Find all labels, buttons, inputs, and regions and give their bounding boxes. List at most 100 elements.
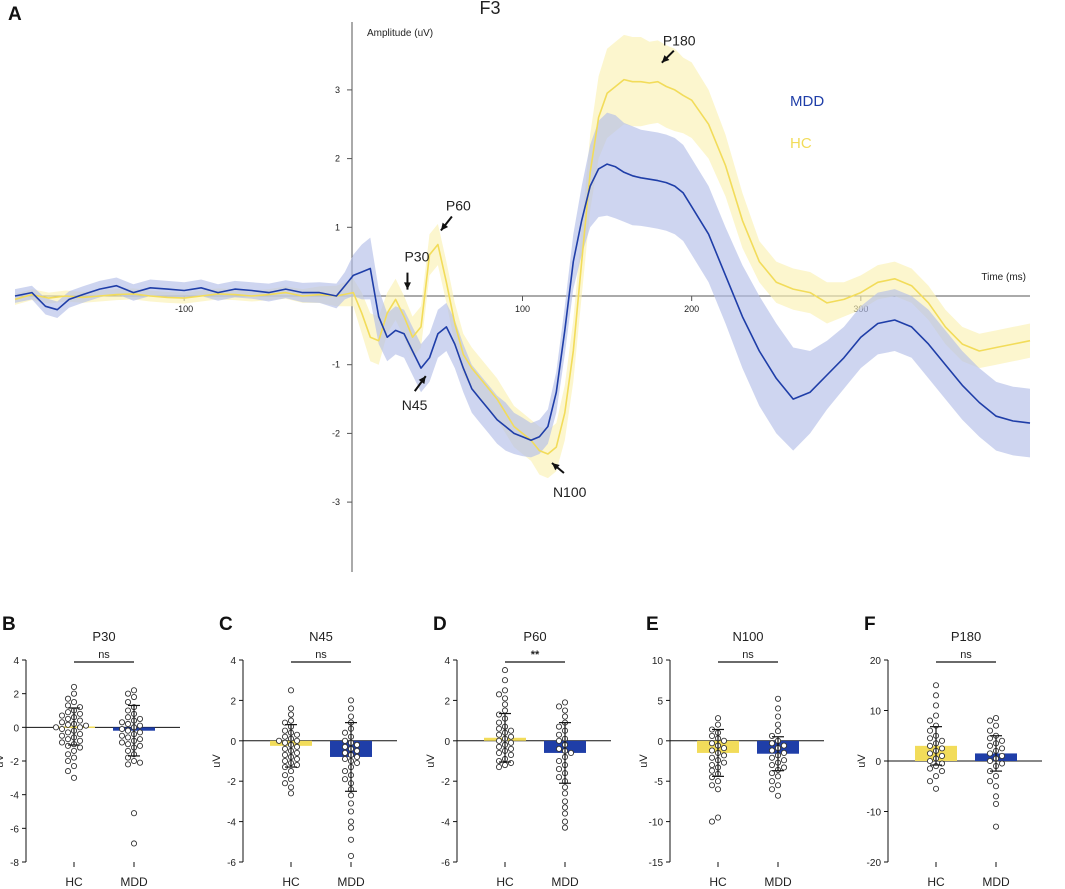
data-point-mdd (353, 747, 361, 754)
significance-label: ns (742, 649, 754, 661)
data-point-mdd (567, 749, 575, 756)
data-point-hc (495, 691, 503, 698)
data-point-hc (926, 727, 934, 734)
data-point-mdd (341, 755, 349, 763)
x-tick-label: 200 (684, 304, 699, 314)
data-point-mdd (561, 810, 569, 817)
annotation-arrowhead-p180 (661, 55, 670, 63)
data-point-mdd (561, 818, 569, 825)
data-point-hc (64, 702, 72, 709)
panel-letter-c: C (219, 614, 233, 635)
y-tick-label: -2 (441, 777, 450, 788)
data-point-hc (714, 721, 722, 728)
y-tick-label: 10 (652, 656, 664, 667)
y-tick-label: 2 (335, 154, 340, 164)
data-point-hc (281, 751, 289, 758)
data-point-hc (507, 739, 515, 746)
data-point-hc (287, 790, 295, 797)
data-point-mdd (555, 703, 563, 710)
data-point-mdd (768, 786, 776, 793)
data-point-hc (926, 717, 934, 724)
data-point-hc (507, 727, 515, 734)
data-point-hc (708, 761, 716, 769)
data-point-hc (281, 757, 289, 765)
data-point-hc (501, 687, 509, 694)
data-point-hc (926, 757, 934, 765)
panel-letter-e: E (646, 614, 659, 635)
data-point-mdd (774, 792, 782, 799)
hc-series-line (14, 78, 1031, 455)
data-point-mdd (130, 810, 138, 817)
data-point-hc (495, 725, 503, 732)
significance-label: ns (960, 649, 972, 661)
panel-letter-b: B (2, 614, 16, 635)
data-point-mdd (986, 735, 994, 742)
hc-sem-band (15, 34, 1030, 479)
y-tick-label: 1 (335, 222, 340, 232)
data-point-mdd (768, 761, 776, 769)
data-point-mdd (130, 687, 138, 694)
x-tick-label: HC (927, 875, 945, 889)
panel-title: P30 (92, 629, 115, 644)
data-point-mdd (118, 739, 126, 746)
data-point-hc (58, 725, 66, 733)
y-tick-label: -6 (10, 824, 19, 835)
y-tick-label: -10 (649, 818, 664, 829)
mdd-series-line (14, 163, 1031, 442)
data-point-hc (287, 776, 295, 783)
data-point-hc (495, 764, 503, 771)
data-point-hc (708, 747, 716, 754)
data-point-mdd (555, 745, 563, 752)
data-point-hc (70, 774, 78, 781)
data-point-hc (76, 731, 84, 738)
data-point-hc (293, 731, 301, 738)
data-point-hc (76, 744, 84, 751)
data-point-mdd (347, 792, 355, 799)
significance-label: ns (315, 649, 327, 661)
data-point-hc (932, 773, 940, 780)
y-axis-label: Amplitude (uV) (367, 28, 433, 39)
data-point-hc (714, 715, 722, 722)
y-axis-label: uV (425, 754, 437, 768)
data-point-hc (281, 745, 289, 752)
data-point-hc (76, 710, 84, 717)
data-point-mdd (561, 699, 569, 706)
data-point-mdd (124, 727, 132, 734)
panel-title: P60 (523, 629, 546, 644)
data-point-hc (507, 733, 515, 740)
data-point-mdd (347, 713, 355, 720)
data-point-mdd (124, 699, 132, 706)
data-point-mdd (768, 754, 776, 761)
data-point-mdd (992, 800, 1000, 807)
data-point-hc (70, 699, 78, 706)
annotation-arrowhead-n45 (418, 376, 426, 385)
panel-letter-a: A (8, 4, 22, 25)
data-point-hc (932, 692, 940, 699)
data-point-mdd (124, 720, 132, 728)
data-point-mdd (136, 715, 144, 722)
x-tick-label: 100 (515, 304, 530, 314)
data-point-hc (507, 759, 515, 767)
data-point-hc (281, 780, 289, 787)
y-tick-label: 0 (230, 737, 236, 748)
y-tick-label: -1 (332, 360, 340, 370)
data-point-hc (495, 711, 503, 718)
data-point-hc (281, 772, 289, 779)
data-point-hc (52, 724, 60, 731)
data-point-hc (281, 733, 289, 740)
panel-title: N100 (732, 629, 763, 644)
data-point-mdd (136, 729, 144, 736)
data-point-mdd (347, 824, 355, 831)
data-point-hc (932, 785, 940, 792)
panel-c-n45-plot: C N45 uV -6 -4 -2 0 2 4 HC MDD ns (211, 614, 397, 889)
data-point-hc (926, 765, 934, 772)
data-point-hc (501, 701, 509, 708)
data-point-hc (64, 768, 72, 775)
data-point-hc (70, 690, 78, 697)
y-tick-label: -2 (227, 777, 236, 788)
data-point-hc (507, 745, 515, 752)
data-point-mdd (768, 778, 776, 785)
data-point-hc (938, 745, 946, 752)
y-tick-label: 2 (444, 696, 450, 707)
data-point-mdd (992, 722, 1000, 729)
